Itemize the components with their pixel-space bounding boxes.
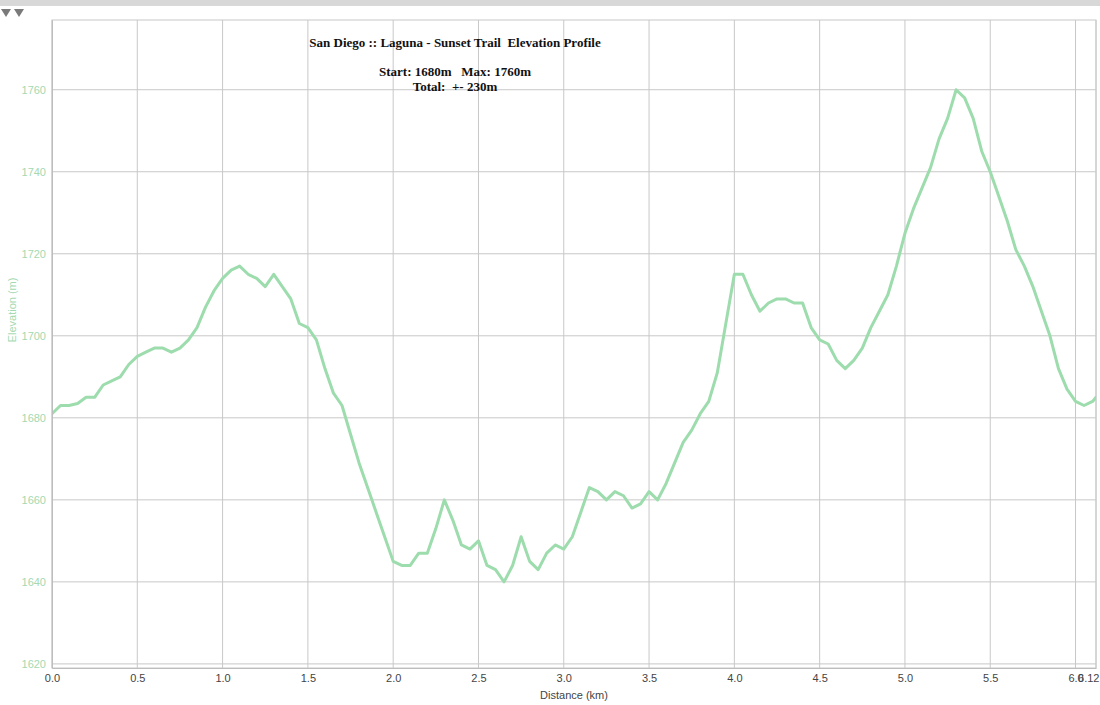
x-tick-label: 6.12 (1078, 672, 1099, 684)
x-tick: 4.0 (727, 668, 742, 684)
grid-line-x (222, 20, 223, 668)
y-tick-label: 1740 (22, 166, 46, 178)
y-tick-label: 1720 (22, 248, 46, 260)
x-tick: 2.0 (386, 668, 401, 684)
y-tick: 1720 (22, 248, 52, 260)
title: San Diego :: Laguna - Sunset Trail Eleva… (309, 35, 601, 50)
plot-frame (52, 20, 1096, 668)
grid-line-y (52, 417, 1096, 418)
x-tick-label: 4.5 (812, 672, 827, 684)
grid-line-y (52, 171, 1096, 172)
grid-line-x (137, 20, 138, 668)
x-tick-label: 5.5 (983, 672, 998, 684)
elevation-line (52, 90, 1096, 582)
x-tick: 4.5 (812, 668, 827, 684)
y-tick-label: 1620 (22, 658, 46, 670)
x-tick-label: 5.0 (898, 672, 913, 684)
grid-line-y (52, 253, 1096, 254)
grid-line-y (52, 335, 1096, 336)
y-tick: 1740 (22, 166, 52, 178)
chart: 1620 1640 1660 1680 1700 1720 1740 1760 0.0 0.5 1.… (0, 0, 1100, 705)
top-bar (0, 0, 1100, 6)
grid-line-y (52, 663, 1096, 664)
y-axis-title: Elevation (m) (6, 278, 18, 343)
x-axis-title: Distance (km) (540, 689, 608, 701)
subtitle: Total: +- 230m (413, 79, 498, 94)
grid-line-x (734, 20, 735, 668)
x-tick-label: 3.0 (557, 672, 572, 684)
y-tick-label: 1700 (22, 330, 46, 342)
x-tick-label: 0.0 (45, 672, 60, 684)
grid-line-x (563, 20, 564, 668)
x-tick: 0.5 (130, 668, 145, 684)
x-tick: 1.5 (301, 668, 316, 684)
x-tick: 3.0 (557, 668, 572, 684)
marks (52, 90, 1096, 582)
x-tick-label: 1.0 (215, 672, 230, 684)
x-tick-label: 0.5 (130, 672, 145, 684)
x-tick-label: 2.0 (386, 672, 401, 684)
y-tick: 1700 (22, 330, 52, 342)
plot: 1620 1640 1660 1680 1700 1720 1740 1760 0.0 0.5 1.… (22, 20, 1100, 684)
grid-line-x (1075, 20, 1076, 668)
grid-line-y (52, 89, 1096, 90)
grid-line-x (819, 20, 820, 668)
grid-line-x (478, 20, 479, 668)
grid-line-x (307, 20, 308, 668)
y-tick: 1760 (22, 84, 52, 96)
x-tick-label: 4.0 (727, 672, 742, 684)
x-tick: 3.5 (642, 668, 657, 684)
y-tick-label: 1660 (22, 494, 46, 506)
x-axis-line (53, 668, 1097, 669)
grid-line-x (52, 20, 53, 668)
x-tick: 5.5 (983, 668, 998, 684)
grid (52, 20, 1096, 668)
menu-icon[interactable] (14, 9, 24, 17)
y-tick: 1660 (22, 494, 52, 506)
y-tick-label: 1760 (22, 84, 46, 96)
grid-line-y (52, 499, 1096, 500)
y-axis: 1620 1640 1660 1680 1700 1720 1740 1760 (22, 21, 53, 670)
y-tick: 1620 (22, 658, 52, 670)
x-tick: 0.0 (45, 668, 60, 684)
x-tick-label: 3.5 (642, 672, 657, 684)
y-axis-line (52, 21, 53, 669)
grid-line-x (393, 20, 394, 668)
grid-line-x (904, 20, 905, 668)
grid-line-x (1096, 20, 1097, 668)
grid-line-x (990, 20, 991, 668)
x-tick: 6.12 (1078, 668, 1099, 684)
y-tick-label: 1640 (22, 576, 46, 588)
x-axis: 0.00.51.01.52.02.53.03.54.04.55.05.56.06… (45, 668, 1100, 684)
grid-line-x (649, 20, 650, 668)
y-tick: 1640 (22, 576, 52, 588)
y-tick: 1680 (22, 412, 52, 424)
menu-icon[interactable] (1, 9, 11, 17)
x-tick: 1.0 (215, 668, 230, 684)
subtitle: Start: 1680m Max: 1760m (379, 64, 531, 79)
grid-line-y (52, 581, 1096, 582)
x-tick-label: 2.5 (471, 672, 486, 684)
x-tick-label: 1.5 (301, 672, 316, 684)
y-tick-label: 1680 (22, 412, 46, 424)
x-tick: 5.0 (898, 668, 913, 684)
x-tick: 2.5 (471, 668, 486, 684)
